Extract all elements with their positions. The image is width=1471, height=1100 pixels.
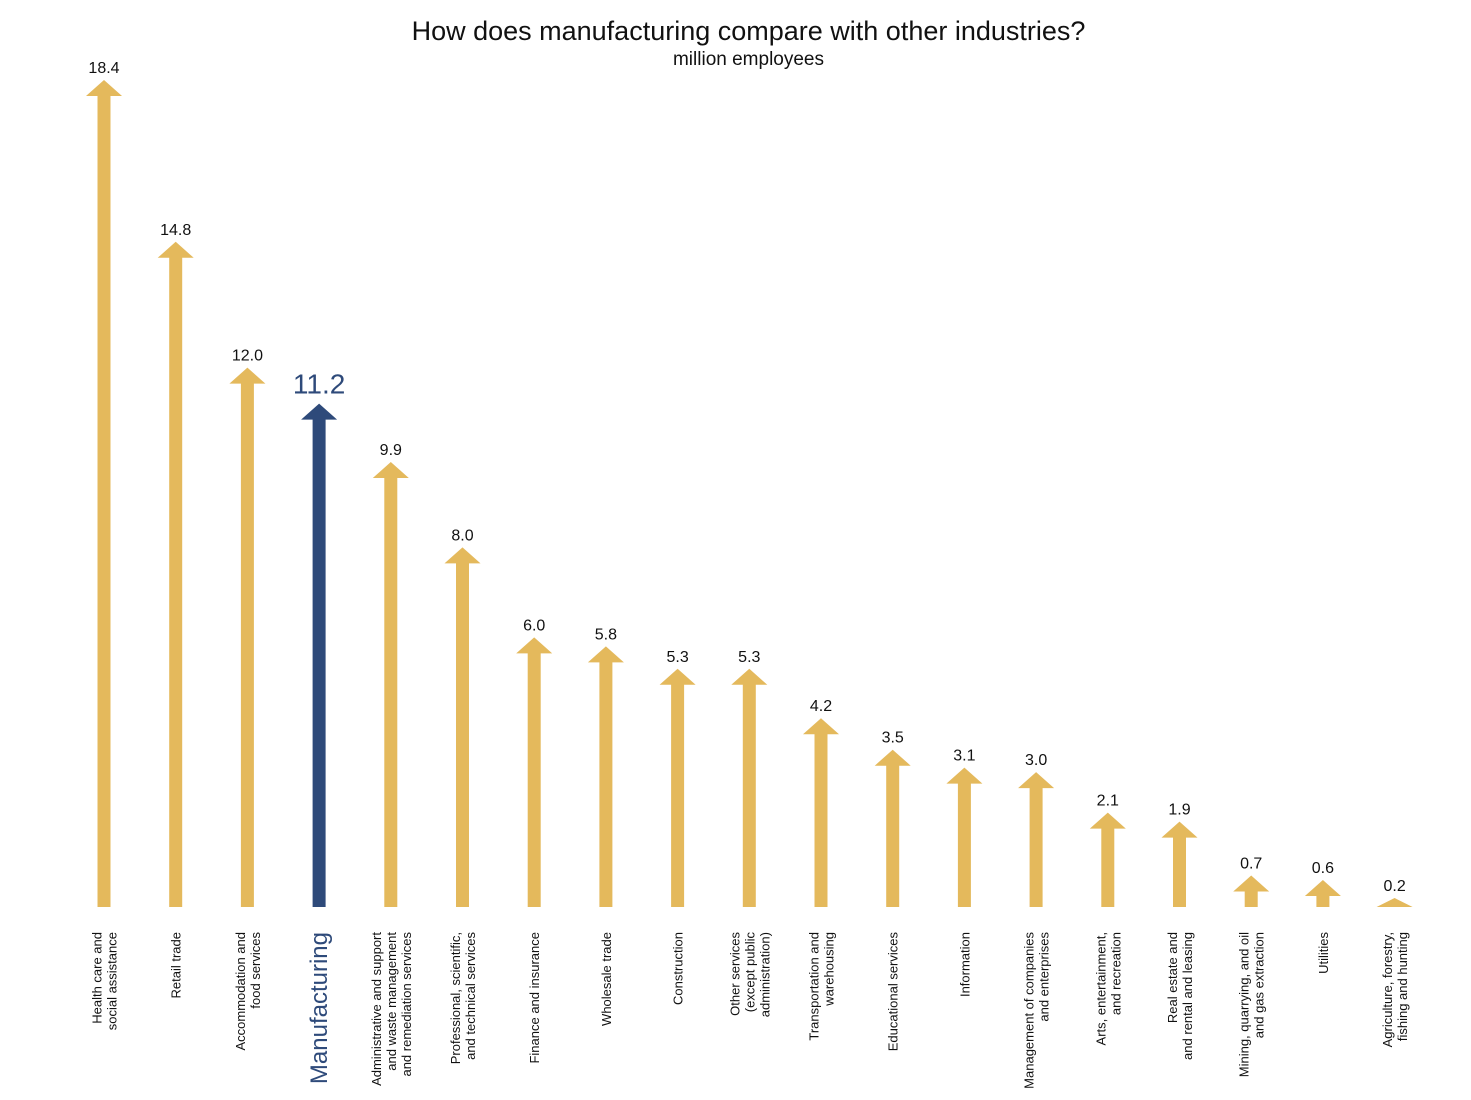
category-label-health-care-and-social-assistance: Health care andsocial assistance — [90, 932, 120, 1030]
bar-arrow-wholesale-trade — [587, 646, 624, 907]
value-label-educational-services: 3.5 — [882, 730, 904, 747]
bar-arrow-mining-quarrying-and-oil-and-gas-extraction — [1233, 875, 1270, 907]
bar-arrow-real-estate-and-and-rental-and-leasing — [1161, 821, 1198, 907]
category-label-other-services-except-public-administration: Other services(except publicadministrati… — [727, 932, 772, 1018]
value-label-construction: 5.3 — [666, 649, 688, 666]
chart-title: How does manufacturing compare with othe… — [411, 16, 1086, 46]
bar-arrow-administrative-and-support-and-waste-management-and-remediation-services — [372, 462, 409, 907]
value-label-finance-and-insurance: 6.0 — [523, 617, 545, 634]
category-label-agriculture-forestry-fishing-and-hunting: Agriculture, forestry,fishing and huntin… — [1380, 932, 1410, 1047]
value-label-professional-scientific-and-technical-services: 8.0 — [451, 527, 473, 544]
value-label-agriculture-forestry-fishing-and-hunting: 0.2 — [1383, 878, 1405, 895]
category-label-administrative-and-support-and-waste-management-and-remediation-services: Administrative and supportand waste mana… — [369, 932, 414, 1086]
bars-layer — [86, 80, 1413, 908]
bar-arrow-accommodation-and-food-services — [229, 367, 266, 907]
bar-arrow-management-of-companies-and-enterprises — [1018, 772, 1055, 907]
value-labels-layer: 18.4 14.8 12.0 11.2 9.9 8.0 6.0 5.8 5.3 5.3 4.2 3.5… — [88, 60, 1405, 895]
category-label-construction: Construction — [671, 932, 686, 1005]
bar-arrow-other-services-except-public-administration — [731, 668, 768, 907]
value-label-management-of-companies-and-enterprises: 3.0 — [1025, 752, 1047, 769]
value-label-real-estate-and-and-rental-and-leasing: 1.9 — [1168, 802, 1190, 819]
value-label-wholesale-trade: 5.8 — [595, 626, 617, 643]
category-label-transportation-and-warehousing: Transportation andwarehousing — [807, 932, 837, 1041]
value-label-accommodation-and-food-services: 12.0 — [232, 348, 263, 365]
value-label-administrative-and-support-and-waste-management-and-remediation-services: 9.9 — [380, 442, 402, 459]
chart-subtitle: million employees — [672, 49, 824, 70]
value-label-utilities: 0.6 — [1312, 860, 1334, 877]
value-label-other-services-except-public-administration: 5.3 — [738, 649, 760, 666]
category-label-finance-and-insurance: Finance and insurance — [527, 932, 542, 1064]
value-label-information: 3.1 — [953, 748, 975, 765]
category-label-educational-services: Educational services — [886, 932, 901, 1052]
bar-arrow-construction — [659, 668, 696, 907]
bar-arrow-information — [946, 767, 983, 907]
category-labels-layer: Health care andsocial assistance Retail t… — [90, 932, 1411, 1089]
bar-arrow-finance-and-insurance — [516, 637, 553, 907]
category-label-mining-quarrying-and-oil-and-gas-extraction: Mining, quarrying, and oiland gas extrac… — [1237, 932, 1267, 1077]
category-label-wholesale-trade: Wholesale trade — [599, 932, 614, 1026]
bar-arrow-professional-scientific-and-technical-services — [444, 547, 481, 907]
category-label-retail-trade: Retail trade — [169, 932, 184, 998]
category-label-arts-entertainment-and-recreation: Arts, entertainment,and recreation — [1093, 932, 1123, 1045]
value-label-retail-trade: 14.8 — [160, 222, 191, 239]
category-label-real-estate-and-and-rental-and-leasing: Real estate andand rental and leasing — [1165, 932, 1195, 1060]
category-label-manufacturing: Manufacturing — [306, 932, 333, 1084]
category-label-accommodation-and-food-services: Accommodation andfood services — [233, 932, 263, 1051]
bar-arrow-educational-services — [874, 749, 911, 907]
category-label-management-of-companies-and-enterprises: Management of companiesand enterprises — [1022, 932, 1052, 1089]
bar-arrow-health-care-and-social-assistance — [86, 80, 122, 907]
value-label-transportation-and-warehousing: 4.2 — [810, 698, 832, 715]
bar-arrow-utilities — [1304, 880, 1341, 907]
value-label-mining-quarrying-and-oil-and-gas-extraction: 0.7 — [1240, 856, 1262, 873]
category-label-utilities: Utilities — [1316, 932, 1331, 974]
bar-arrow-retail-trade — [157, 241, 194, 908]
bar-arrow-arts-entertainment-and-recreation — [1089, 812, 1126, 907]
value-label-health-care-and-social-assistance: 18.4 — [88, 60, 119, 77]
category-label-information: Information — [957, 932, 972, 997]
bar-arrow-agriculture-forestry-fishing-and-hunting — [1376, 898, 1413, 907]
value-label-arts-entertainment-and-recreation: 2.1 — [1097, 793, 1119, 810]
bar-arrow-transportation-and-warehousing — [803, 718, 839, 907]
bar-arrow-manufacturing — [301, 403, 338, 907]
category-label-professional-scientific-and-technical-services: Professional, scientific,and technical s… — [448, 932, 478, 1065]
value-label-manufacturing: 11.2 — [293, 369, 345, 400]
